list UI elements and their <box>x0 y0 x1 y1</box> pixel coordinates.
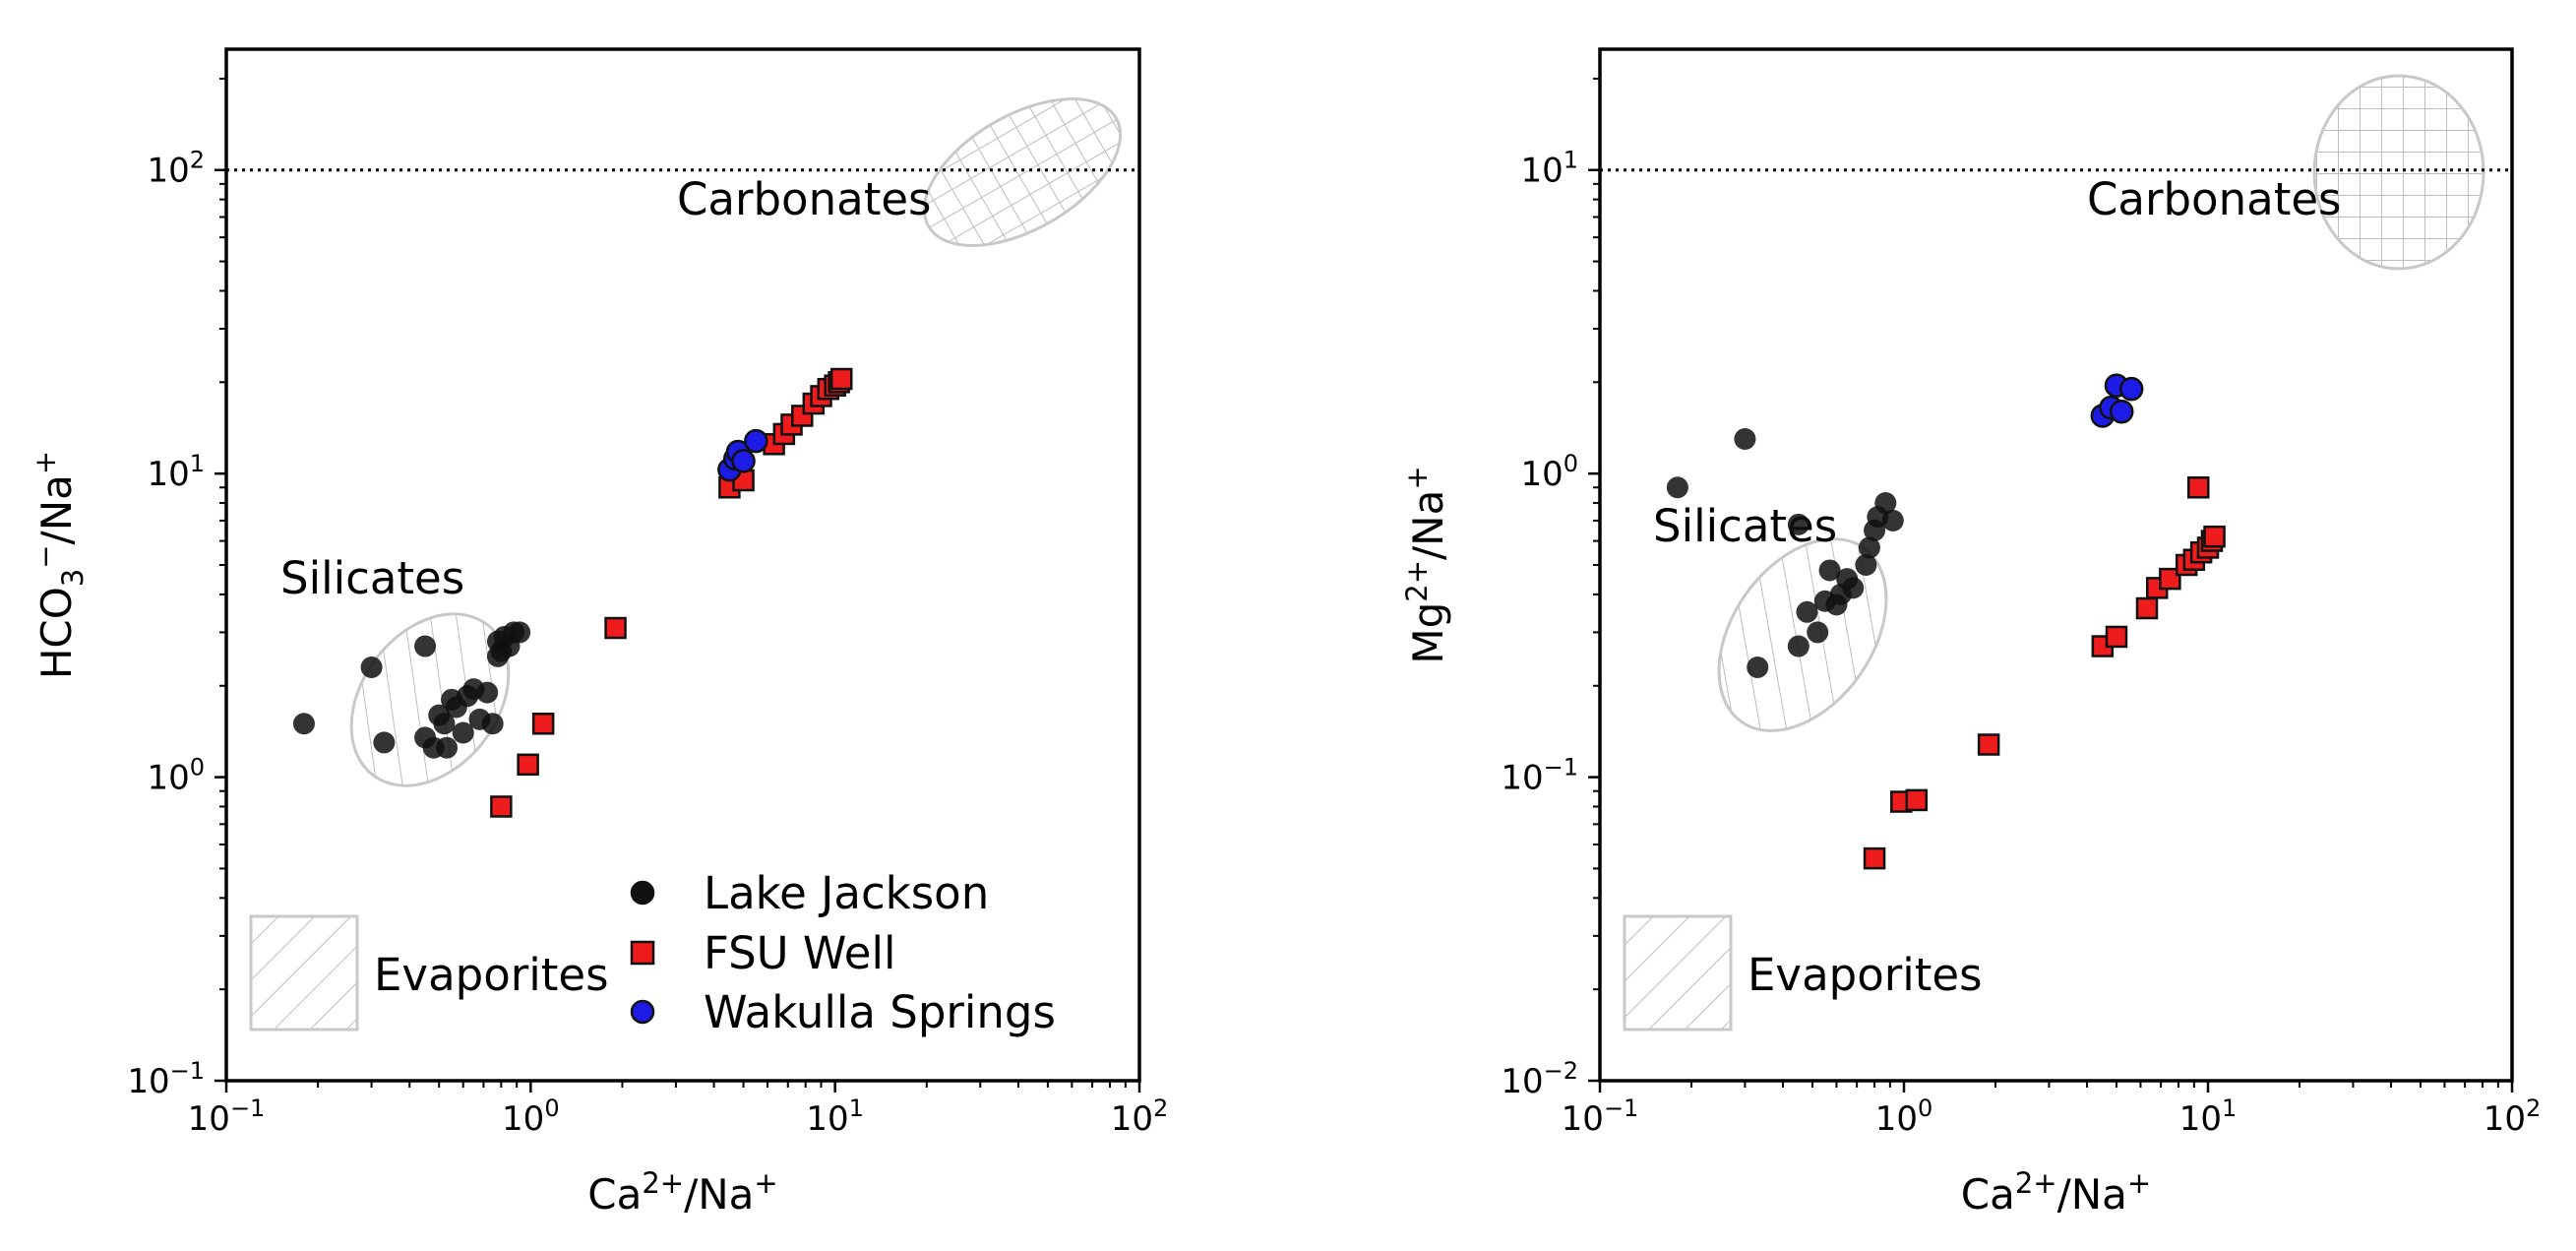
data-point <box>2135 596 2159 620</box>
data-point <box>744 428 768 454</box>
legend: Lake Jackson FSU Well Wakulla Springs <box>630 867 1056 1038</box>
x-axis-label: Ca2+/Na+ <box>1961 1166 2151 1219</box>
legend-marker-circle <box>630 999 655 1025</box>
region-shapes <box>1623 74 2485 1032</box>
x-tick-label: 100 <box>1875 1095 1933 1139</box>
axis-ticks <box>1588 77 2514 1093</box>
carbonates-region <box>2312 74 2485 271</box>
region-label-silicates: Silicates <box>1653 500 1837 552</box>
series-fsu-well <box>490 367 853 818</box>
chart-panel-left: Carbonates Silicates Evaporites 10−1 100 101 1… <box>29 47 1169 1219</box>
region-label-silicates: Silicates <box>280 552 464 604</box>
series-wakulla-springs <box>2090 373 2144 428</box>
data-point <box>829 367 853 391</box>
y-tick-label: 101 <box>147 450 205 494</box>
chart-panel-right: Carbonates Silicates Evaporites 10−1 100 101 1… <box>1400 47 2542 1219</box>
data-point <box>731 449 756 473</box>
region-label-evaporites: Evaporites <box>1748 949 1983 1001</box>
data-point <box>414 635 437 657</box>
y-axis-label: HCO3−/Na+ <box>29 451 90 679</box>
data-point <box>1666 476 1688 499</box>
data-point <box>1734 428 1756 451</box>
x-tick-label: 101 <box>806 1095 864 1139</box>
x-tick-label: 10−1 <box>1562 1095 1639 1139</box>
region-label-carbonates: Carbonates <box>2087 173 2341 225</box>
axis-ticks <box>215 77 1141 1093</box>
data-point <box>1977 733 2000 756</box>
data-point <box>1881 509 1904 532</box>
x-tick-label: 102 <box>1111 1095 1169 1139</box>
x-tick-label: 10−1 <box>188 1095 266 1139</box>
data-point <box>1855 554 1877 576</box>
y-tick-label: 100 <box>147 754 205 798</box>
legend-marker-square <box>630 940 655 966</box>
y-axis-label: Mg2+/Na+ <box>1400 466 1452 663</box>
legend-label: Lake Jackson <box>704 867 989 919</box>
data-point <box>490 795 513 818</box>
silicates-region <box>349 612 511 787</box>
y-tick-label: 10−1 <box>1501 754 1578 798</box>
legend-entry: FSU Well <box>630 927 895 979</box>
data-point <box>1796 600 1818 623</box>
x-tick-label: 100 <box>502 1095 560 1139</box>
data-point <box>486 645 509 667</box>
y-tick-label: 10−2 <box>1501 1057 1578 1101</box>
legend-entry: Lake Jackson <box>630 867 989 919</box>
data-point <box>2118 376 2144 402</box>
data-point <box>1863 846 1886 870</box>
data-point <box>1807 621 1829 644</box>
region-label-evaporites: Evaporites <box>374 949 609 1001</box>
data-point <box>433 713 456 735</box>
data-point <box>531 713 555 735</box>
region-label-carbonates: Carbonates <box>677 173 931 225</box>
data-point <box>452 721 474 744</box>
data-point <box>360 657 383 679</box>
data-point <box>476 681 499 704</box>
x-tick-label: 101 <box>2179 1095 2238 1139</box>
legend-marker-circle <box>630 880 655 906</box>
data-point <box>1858 536 1880 559</box>
data-point <box>2105 625 2128 649</box>
series-fsu-well <box>1863 476 2226 870</box>
data-point <box>436 736 459 759</box>
data-point <box>1747 657 1769 679</box>
data-point <box>517 753 539 777</box>
data-point <box>493 625 516 648</box>
legend-label: Wakulla Springs <box>704 986 1056 1038</box>
data-point <box>1787 635 1809 657</box>
carbonates-region <box>922 97 1123 247</box>
data-point <box>1818 559 1841 582</box>
data-point <box>1874 492 1897 515</box>
y-tick-label: 102 <box>147 147 205 191</box>
evaporites-region <box>249 914 359 1032</box>
y-tick-label: 101 <box>1520 147 1578 191</box>
data-point <box>481 713 504 735</box>
legend-entry: Wakulla Springs <box>630 986 1056 1038</box>
data-point <box>2203 525 2226 548</box>
y-tick-label: 10−1 <box>127 1057 205 1101</box>
y-tick-label: 100 <box>1520 450 1578 494</box>
data-point <box>604 616 627 640</box>
data-point <box>2159 567 2181 591</box>
data-point <box>1787 513 1809 535</box>
data-point <box>2187 476 2210 499</box>
data-point <box>1842 577 1865 599</box>
x-axis-label: Ca2+/Na+ <box>587 1166 777 1219</box>
data-point <box>1905 788 1929 812</box>
legend-label: FSU Well <box>704 927 895 979</box>
x-tick-label: 102 <box>2484 1095 2542 1139</box>
series-lake-jackson <box>1666 428 1904 679</box>
data-point <box>373 731 396 754</box>
series-wakulla-springs <box>717 428 768 482</box>
series-lake-jackson <box>292 621 531 759</box>
data-point <box>2109 399 2134 424</box>
evaporites-region <box>1623 914 1733 1032</box>
data-point <box>292 713 315 735</box>
